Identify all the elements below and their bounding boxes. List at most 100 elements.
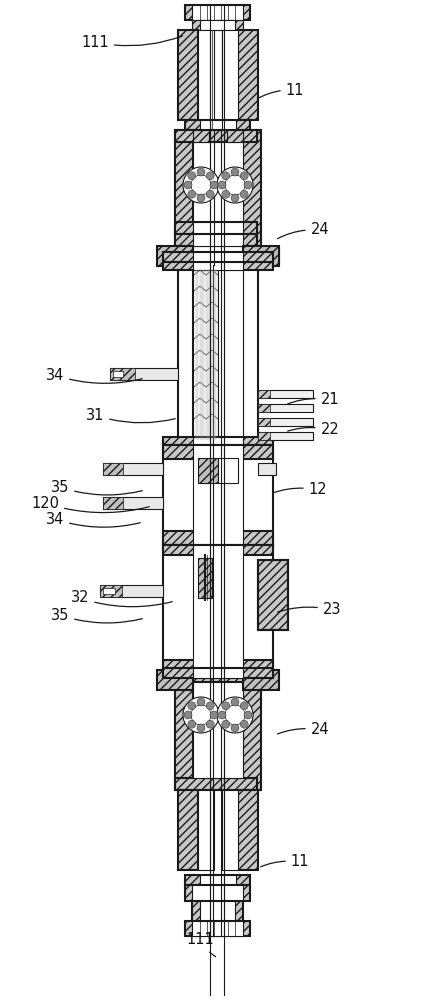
Bar xyxy=(197,558,211,598)
Bar xyxy=(191,20,243,30)
Circle shape xyxy=(221,172,229,180)
Bar xyxy=(157,248,174,264)
Bar xyxy=(257,560,287,630)
Bar xyxy=(191,885,243,901)
Bar xyxy=(174,670,193,790)
Circle shape xyxy=(230,168,238,176)
Circle shape xyxy=(183,167,218,203)
Bar xyxy=(200,120,236,132)
Circle shape xyxy=(187,190,195,198)
Circle shape xyxy=(240,172,248,180)
Circle shape xyxy=(240,720,248,728)
Circle shape xyxy=(197,194,204,202)
Circle shape xyxy=(183,697,218,733)
Text: 32: 32 xyxy=(71,590,172,607)
Bar xyxy=(221,30,237,120)
Text: 12: 12 xyxy=(272,483,326,497)
Bar xyxy=(157,670,193,690)
Circle shape xyxy=(243,181,251,189)
Bar xyxy=(257,418,270,426)
Bar xyxy=(193,234,243,246)
Bar xyxy=(221,790,237,870)
Text: 35: 35 xyxy=(51,607,142,623)
Bar xyxy=(193,130,208,142)
Bar xyxy=(103,463,123,475)
Bar xyxy=(163,437,273,445)
Bar xyxy=(110,368,178,380)
Text: 21: 21 xyxy=(287,392,339,408)
Text: 22: 22 xyxy=(287,422,339,438)
Circle shape xyxy=(206,720,214,728)
Circle shape xyxy=(217,697,253,733)
Text: 11: 11 xyxy=(260,854,309,869)
Bar xyxy=(257,418,312,426)
Circle shape xyxy=(221,720,229,728)
Bar xyxy=(257,390,270,398)
Circle shape xyxy=(230,194,238,202)
Text: 111: 111 xyxy=(186,932,215,957)
Circle shape xyxy=(187,702,195,710)
Bar xyxy=(217,265,243,445)
Circle shape xyxy=(243,711,251,719)
Bar xyxy=(243,670,278,690)
Bar xyxy=(260,248,278,264)
Bar xyxy=(163,545,273,555)
Bar xyxy=(103,463,163,475)
Bar xyxy=(243,246,278,266)
Text: 120: 120 xyxy=(31,495,149,513)
Bar xyxy=(243,265,257,445)
Text: 11: 11 xyxy=(257,83,303,99)
Circle shape xyxy=(240,190,248,198)
Bar xyxy=(178,265,193,445)
Bar xyxy=(191,921,243,936)
Bar xyxy=(184,885,250,901)
Text: 24: 24 xyxy=(277,722,329,738)
Circle shape xyxy=(206,172,214,180)
Circle shape xyxy=(217,167,253,203)
Circle shape xyxy=(206,702,214,710)
Bar xyxy=(103,588,115,594)
Bar xyxy=(193,222,243,234)
Text: 34: 34 xyxy=(46,367,142,383)
Bar xyxy=(193,252,243,265)
Circle shape xyxy=(221,190,229,198)
Bar xyxy=(237,790,257,870)
Text: 31: 31 xyxy=(85,408,175,423)
Text: 24: 24 xyxy=(277,223,329,239)
Circle shape xyxy=(240,702,248,710)
Circle shape xyxy=(197,724,204,732)
Bar xyxy=(243,130,260,265)
Bar xyxy=(174,222,256,234)
Bar xyxy=(100,585,122,597)
Circle shape xyxy=(191,175,210,195)
Circle shape xyxy=(210,181,217,189)
Bar xyxy=(191,901,243,921)
Bar xyxy=(191,5,243,20)
Bar xyxy=(193,545,243,670)
Circle shape xyxy=(197,168,204,176)
Circle shape xyxy=(206,190,214,198)
Circle shape xyxy=(230,698,238,706)
Bar xyxy=(200,875,236,885)
Circle shape xyxy=(217,181,226,189)
Bar xyxy=(163,531,273,545)
Circle shape xyxy=(217,711,226,719)
Bar xyxy=(200,901,234,921)
Circle shape xyxy=(184,181,191,189)
Bar xyxy=(197,30,214,120)
Bar xyxy=(257,390,312,398)
Bar xyxy=(257,432,312,440)
Bar xyxy=(163,445,273,545)
Bar xyxy=(257,404,270,412)
Bar xyxy=(184,921,250,936)
Text: 34: 34 xyxy=(46,512,140,527)
Bar xyxy=(100,585,163,597)
Bar xyxy=(163,252,273,265)
Bar xyxy=(193,437,243,445)
Text: 23: 23 xyxy=(277,602,340,617)
Bar xyxy=(193,142,243,222)
Bar xyxy=(178,30,197,120)
Bar xyxy=(174,130,256,142)
Bar xyxy=(193,445,243,545)
Circle shape xyxy=(224,705,244,725)
